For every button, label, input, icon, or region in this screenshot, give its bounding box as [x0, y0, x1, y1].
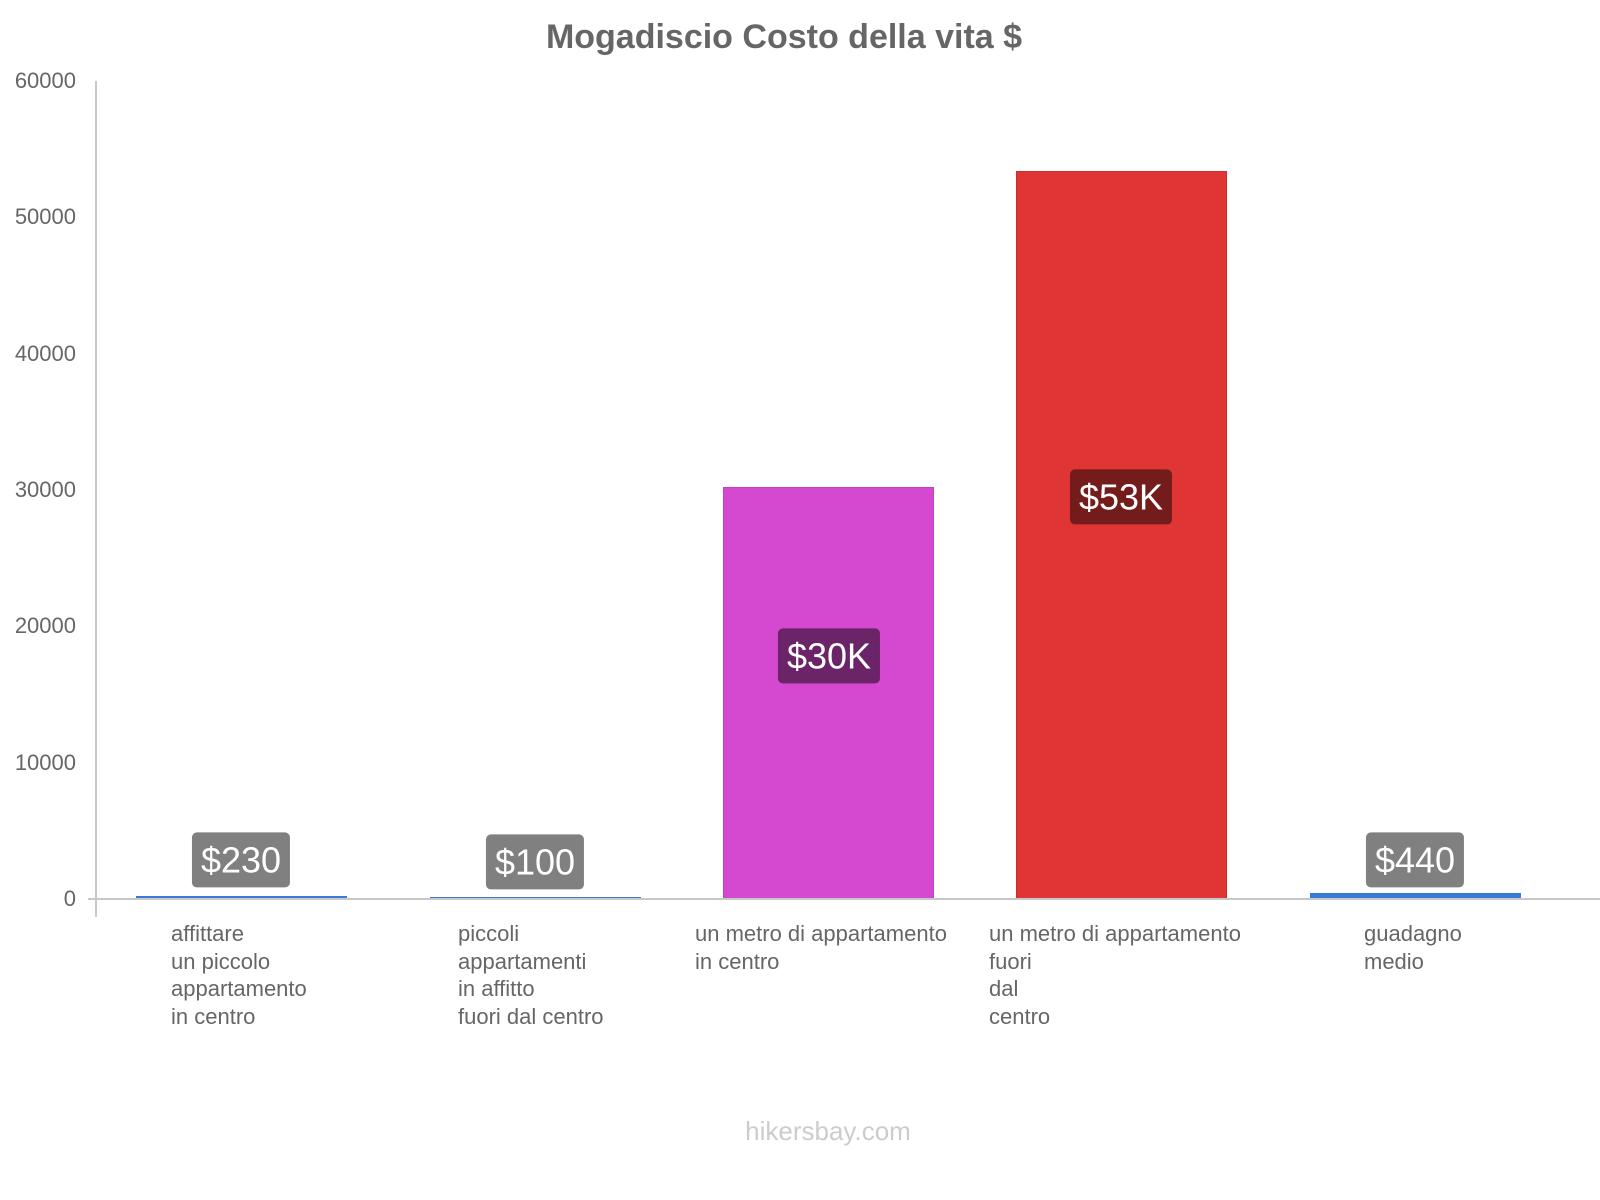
watermark-footer: hikersbay.com: [745, 1116, 911, 1146]
value-label-sqm-center: $30K: [777, 628, 881, 684]
y-tick-10000: 10000: [14, 750, 76, 775]
y-axis-line: [95, 81, 97, 917]
x-label-sqm-center: un metro di appartamento in centro: [695, 921, 947, 974]
y-tick-0: 0: [63, 886, 76, 911]
x-axis-line: [88, 898, 1600, 900]
y-tick-40000: 40000: [14, 341, 76, 366]
x-label-sqm-outside: un metro di appartamento fuori dal centr…: [989, 921, 1241, 1029]
bar-rent-small-apartment-center: [136, 896, 347, 899]
bar-sqm-center: [723, 487, 934, 899]
bar-average-salary: [1310, 893, 1521, 899]
x-label-average-salary: guadagno medio: [1364, 921, 1462, 974]
x-label-rent-outside: piccoli appartamenti in affitto fuori da…: [458, 921, 604, 1029]
chart-title: Mogadiscio Costo della vita $: [545, 18, 1023, 56]
x-label-rent-center: affittare un piccolo appartamento in cen…: [171, 921, 307, 1029]
y-tick-20000: 20000: [14, 613, 76, 638]
y-tick-60000: 60000: [14, 68, 76, 93]
value-label-average-salary: $440: [1365, 832, 1465, 888]
y-tick-50000: 50000: [14, 204, 76, 229]
value-label-rent-outside: $100: [485, 834, 585, 890]
bar-sqm-outside: [1016, 171, 1227, 899]
value-label-rent-center: $230: [191, 832, 291, 888]
y-tick-30000: 30000: [14, 477, 76, 502]
value-label-sqm-outside: $53K: [1069, 469, 1173, 525]
